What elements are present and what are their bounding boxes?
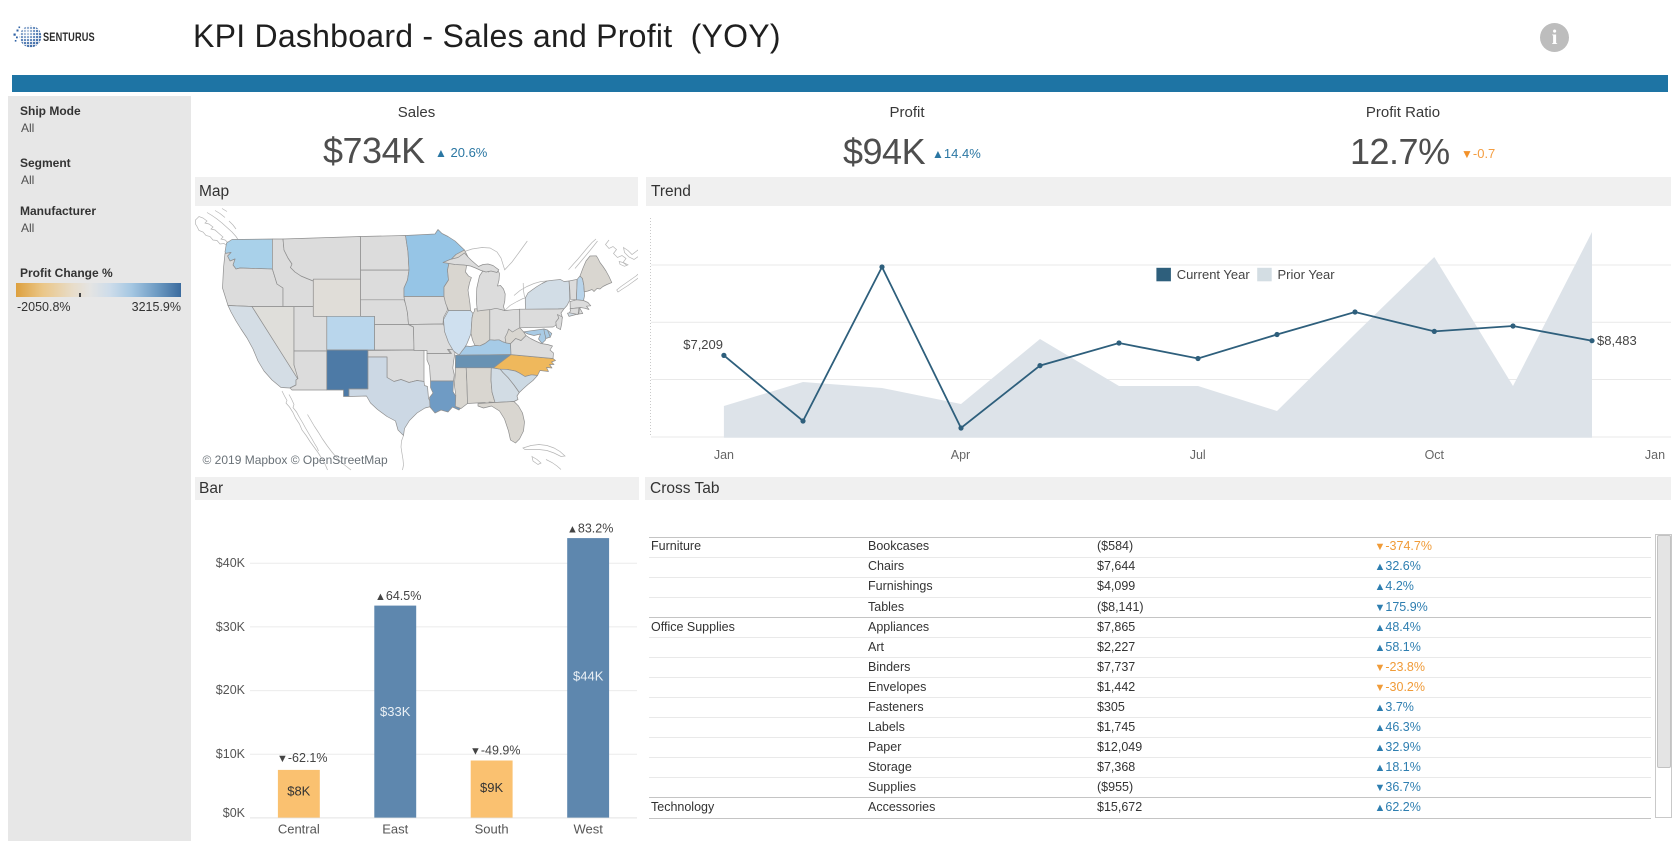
svg-text:Jan: Jan <box>1645 448 1665 462</box>
svg-text:Current Year: Current Year <box>1177 267 1251 282</box>
svg-text:West: West <box>574 822 604 837</box>
svg-text:$44K: $44K <box>573 669 604 684</box>
svg-text:$30K: $30K <box>216 620 246 634</box>
svg-text:Jan: Jan <box>714 448 734 462</box>
svg-text:Oct: Oct <box>1425 448 1445 462</box>
svg-text:$7,209: $7,209 <box>683 337 723 352</box>
svg-text:East: East <box>382 822 408 837</box>
svg-text:$8,483: $8,483 <box>1597 333 1637 348</box>
svg-text:▼-49.9%: ▼-49.9% <box>470 744 521 758</box>
svg-text:$9K: $9K <box>480 780 503 795</box>
svg-text:Apr: Apr <box>951 448 970 462</box>
svg-text:$10K: $10K <box>216 747 246 761</box>
svg-text:$40K: $40K <box>216 556 246 570</box>
svg-text:▲64.5%: ▲64.5% <box>375 589 421 603</box>
svg-text:▲83.2%: ▲83.2% <box>567 522 613 536</box>
svg-text:SENTURUS: SENTURUS <box>43 32 95 44</box>
svg-text:$20K: $20K <box>216 683 246 697</box>
svg-text:$0K: $0K <box>223 806 246 820</box>
svg-text:Central: Central <box>278 822 320 837</box>
svg-text:Prior Year: Prior Year <box>1278 267 1336 282</box>
svg-text:Jul: Jul <box>1190 448 1206 462</box>
svg-text:South: South <box>475 822 509 837</box>
svg-text:$33K: $33K <box>380 704 411 719</box>
svg-text:$8K: $8K <box>287 784 310 799</box>
svg-text:▼-62.1%: ▼-62.1% <box>277 751 328 765</box>
